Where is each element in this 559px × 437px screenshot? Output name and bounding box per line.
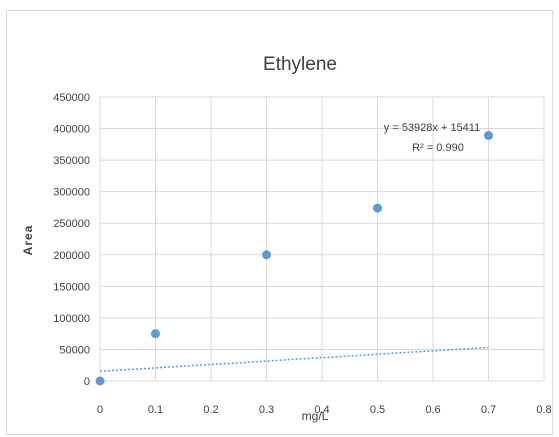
y-axis-title: Area [21, 225, 35, 256]
y-tick-label: 0 [84, 376, 90, 388]
y-tick-label: 250000 [53, 218, 90, 230]
y-tick-label: 50000 [59, 344, 90, 356]
x-tick-label: 0 [97, 404, 103, 416]
x-tick-label: 0.5 [370, 404, 385, 416]
trendline-equation: y = 53928x + 15411 [384, 122, 480, 134]
y-tick-label: 350000 [53, 155, 90, 167]
data-points [95, 130, 493, 386]
trendline-path [99, 346, 489, 373]
x-tick-label: 0.2 [203, 404, 218, 416]
gridlines [99, 96, 545, 382]
y-tick-label: 150000 [53, 281, 90, 293]
chart-frame [6, 10, 553, 435]
x-tick-label: 0.3 [259, 404, 274, 416]
x-tick-label: 0.4 [314, 404, 329, 416]
y-tick-label: 300000 [53, 187, 90, 199]
trendline [99, 346, 489, 373]
data-point [262, 250, 271, 260]
y-tick-label: 450000 [53, 92, 90, 104]
x-axis-title: mg/L [302, 409, 329, 423]
y-tick-label: 200000 [53, 250, 90, 262]
data-point [151, 329, 160, 339]
x-tick-label: 0.1 [148, 404, 163, 416]
x-tick-label: 0.6 [425, 404, 440, 416]
chart-title: Ethylene [263, 54, 337, 75]
x-tick-labels: 0 0.1 0.2 0.3 0.4 0.5 0.6 0.7 0.8 [97, 404, 552, 416]
data-point [484, 130, 493, 140]
data-point [373, 203, 382, 213]
x-tick-label: 0.7 [481, 404, 496, 416]
trendline-r-squared: R² = 0.990 [412, 142, 464, 154]
y-tick-label: 400000 [53, 124, 90, 136]
x-tick-label: 0.8 [536, 404, 551, 416]
data-point [95, 376, 105, 386]
y-tick-labels: 0 50000 100000 150000 200000 250000 300000 3500… [53, 92, 90, 388]
y-tick-label: 100000 [53, 313, 90, 325]
